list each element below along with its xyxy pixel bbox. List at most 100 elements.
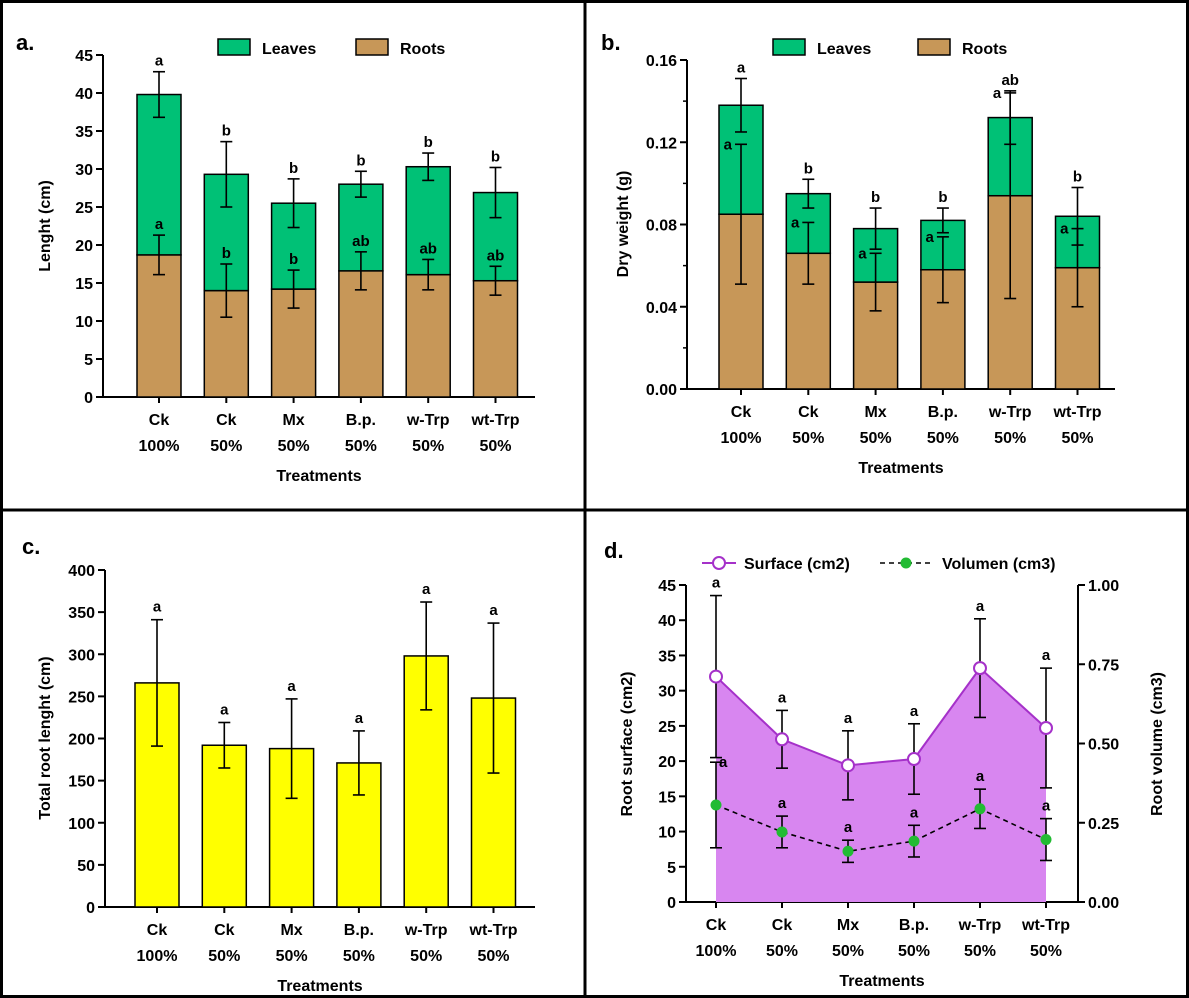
y-axis-title: Total root lenght (cm) (37, 656, 54, 819)
sig-letter-leaves: b (356, 152, 365, 169)
legend-swatch-roots (917, 38, 951, 56)
sig-letter-roots: a (993, 85, 1002, 102)
y-tick-label: 300 (68, 647, 95, 664)
sig-letter-roots: b (289, 251, 298, 268)
sig-letter-roots: a (791, 214, 800, 231)
x-tick-label: 100% (721, 430, 762, 447)
sig-letter-volume: a (1042, 798, 1051, 815)
y-right-tick-label: 0.25 (1088, 816, 1119, 833)
x-tick-label: 50% (898, 943, 930, 960)
x-tick-label: 50% (964, 943, 996, 960)
bar-roots (338, 270, 384, 398)
x-axis-title: Treatments (276, 468, 361, 485)
x-tick-label: 50% (479, 438, 511, 455)
y-right-tick-label: 1.00 (1088, 578, 1119, 595)
y-tick-label: 10 (75, 314, 93, 331)
x-axis-title: Treatments (277, 978, 362, 995)
y-tick-label: 0.00 (646, 382, 677, 399)
y-tick-label: 30 (658, 684, 676, 701)
sig-letter-volume: a (910, 804, 919, 821)
x-tick-label: Ck (772, 917, 793, 934)
y-right-tick-label: 0.00 (1088, 895, 1119, 912)
x-tick-label: Mx (837, 917, 859, 934)
sig-letter-leaves: b (1073, 168, 1082, 185)
legend-label-volume: Volumen (cm3) (942, 556, 1056, 573)
y-tick-label: 0 (86, 900, 95, 917)
legend-label-leaves: Leaves (817, 41, 871, 58)
sig-letter-surface: a (1042, 647, 1051, 664)
sig-letter-roots: a (926, 229, 935, 246)
x-tick-label: 50% (412, 438, 444, 455)
sig-letter-leaves: b (938, 189, 947, 206)
surface-point (973, 661, 987, 676)
surface-area (716, 668, 1046, 902)
x-tick-label: Ck (147, 922, 168, 939)
x-tick-label: 50% (345, 438, 377, 455)
surface-point (775, 732, 789, 747)
y-right-tick-label: 0.75 (1088, 657, 1119, 674)
volume-point (1040, 834, 1052, 846)
sig-letter-volume: a (844, 819, 853, 836)
x-tick-label: Mx (864, 404, 886, 421)
x-tick-label: Ck (149, 412, 170, 429)
x-tick-label: 50% (343, 948, 375, 965)
sig-letter-surface: a (778, 689, 787, 706)
x-tick-label: 50% (994, 430, 1026, 447)
sig-letter-surface: a (844, 710, 853, 727)
x-tick-label: 50% (1061, 430, 1093, 447)
sig-letter-roots: a (858, 245, 867, 262)
y-tick-label: 20 (658, 754, 676, 771)
x-tick-label: 50% (792, 430, 824, 447)
y-tick-label: 100 (68, 816, 95, 833)
y-tick-label: 15 (658, 789, 676, 806)
sig-letter-surface: a (976, 598, 985, 615)
y-tick-label: 400 (68, 563, 95, 580)
surface-point (1039, 721, 1053, 736)
sig-letter-leaves: b (289, 160, 298, 177)
sig-letter-roots: a (155, 216, 164, 233)
x-tick-label: Ck (731, 404, 752, 421)
x-tick-label: Ck (214, 922, 235, 939)
x-tick-label: 50% (766, 943, 798, 960)
sig-letter-leaves: b (491, 148, 500, 165)
sig-letter-volume: a (778, 795, 787, 812)
sig-letter-leaves: b (424, 134, 433, 151)
x-tick-label: 50% (860, 430, 892, 447)
x-tick-label: 50% (832, 943, 864, 960)
sig-letter-roots: a (724, 136, 733, 153)
sig-letter-leaves: a (737, 60, 746, 77)
y-tick-label: 350 (68, 605, 95, 622)
y-axis-title-left: Root surface (cm2) (619, 672, 636, 817)
x-axis-title: Treatments (858, 460, 943, 477)
surface-line (715, 666, 1047, 767)
y-tick-label: 35 (75, 124, 93, 141)
chart-layer: 051015202530354045Ck100%Ck50%Mx50%B.p.50… (16, 30, 1166, 995)
sig-letter-volume: a (719, 754, 728, 771)
volume-point (776, 826, 788, 838)
y-tick-label: 0 (84, 390, 93, 407)
bar-leaves (405, 165, 451, 276)
y-tick-label: 200 (68, 732, 95, 749)
y-tick-label: 0.16 (646, 53, 677, 70)
sig-letter-leaves: b (871, 189, 880, 206)
sig-letter-leaves: b (222, 123, 231, 140)
x-tick-label: w-Trp (958, 917, 1002, 934)
sig-letter-surface: a (712, 575, 721, 592)
sig-letter: a (422, 581, 431, 598)
panel-letter: c. (22, 534, 40, 559)
x-tick-label: 50% (410, 948, 442, 965)
x-tick-label: 100% (137, 948, 178, 965)
sig-letter: a (153, 599, 162, 616)
volume-line (715, 804, 1047, 853)
y-axis-title-right: Root volume (cm3) (1149, 672, 1166, 816)
y-tick-label: 5 (84, 352, 93, 369)
y-tick-label: 45 (658, 578, 676, 595)
x-tick-label: Ck (706, 917, 727, 934)
x-axis-title: Treatments (839, 973, 924, 990)
x-tick-label: Mx (280, 922, 302, 939)
x-tick-label: Ck (798, 404, 819, 421)
volume-point (974, 803, 986, 815)
